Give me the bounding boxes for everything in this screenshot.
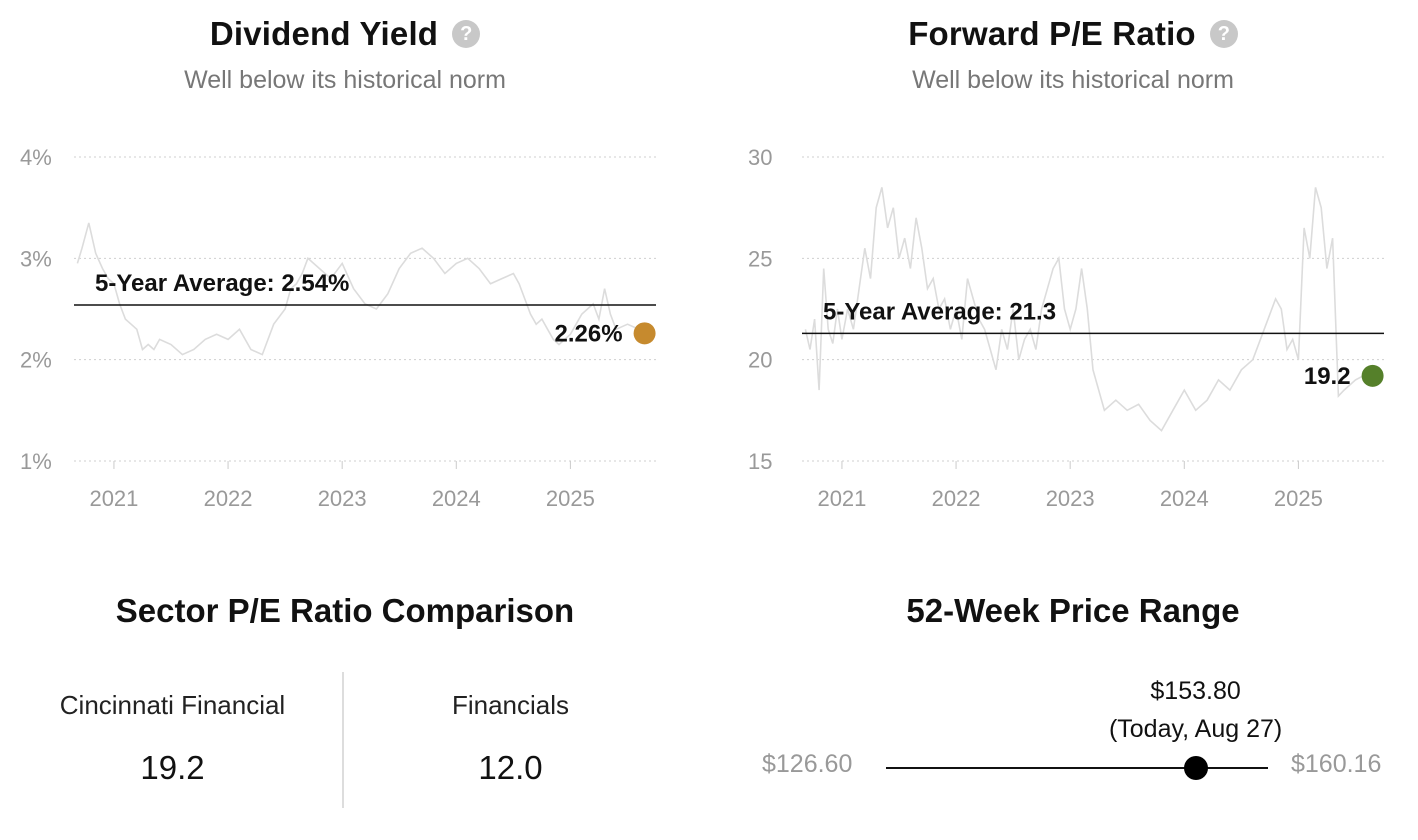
x-tick-label: 2022	[932, 486, 981, 511]
current-value-marker	[1361, 364, 1384, 387]
sector-divider	[342, 672, 344, 808]
x-tick-label: 2023	[1046, 486, 1095, 511]
series-line	[804, 187, 1373, 432]
sector-sector-name: Financials	[451, 690, 570, 720]
y-tick-label: 4%	[20, 145, 52, 170]
x-tick-label: 2024	[432, 486, 481, 511]
price-range-panel: 52-Week Price Range $153.80 (Today, Aug …	[728, 560, 1418, 840]
current-value-marker	[633, 322, 656, 345]
dividend-yield-panel: 4% 3% 2% 1% 2021 2022 2023 2024 2025 5-Year Avera…	[0, 0, 690, 540]
price-range-high: $160.16	[1291, 750, 1382, 778]
current-value-label: 19.2	[1304, 363, 1351, 390]
series-line	[76, 222, 646, 356]
y-tick-label: 3%	[20, 246, 52, 271]
forward-pe-chart: 30 25 20 15 2021 2022 2023 2024 2025 5-Year Avera…	[748, 145, 1384, 511]
forward-pe-subtitle: Well below its historical norm	[912, 66, 1234, 94]
sector-company-name: Cincinnati Financial	[59, 690, 286, 720]
x-tick-label: 2021	[817, 486, 866, 511]
average-label: 5-Year Average: 2.54%	[95, 270, 349, 297]
question-icon[interactable]: ?	[1209, 20, 1238, 48]
sector-sector-value: 12.0	[478, 749, 543, 786]
x-tick-label: 2021	[89, 486, 138, 511]
sector-column-sector: Financials 12.0	[338, 690, 683, 787]
question-icon[interactable]: ?	[452, 20, 481, 48]
price-range-low: $126.60	[762, 750, 853, 778]
dividend-yield-chart: 4% 3% 2% 1% 2021 2022 2023 2024 2025 5-Year Avera…	[20, 145, 656, 511]
x-tick-label: 2023	[318, 486, 367, 511]
price-range-track	[886, 767, 1268, 769]
y-tick-label: 20	[748, 348, 772, 373]
current-value-label: 2.26%	[555, 320, 623, 347]
price-range-title: 52-Week Price Range	[906, 592, 1240, 629]
price-range-current-value: $153.80	[1150, 677, 1241, 705]
price-range-current: $153.80 (Today, Aug 27)	[851, 672, 1418, 748]
average-label: 5-Year Average: 21.3	[823, 298, 1056, 325]
y-tick-label: 1%	[20, 449, 52, 474]
x-tick-label: 2025	[546, 486, 595, 511]
x-tick-label: 2024	[1160, 486, 1209, 511]
dividend-yield-subtitle: Well below its historical norm	[184, 66, 506, 94]
forward-pe-title: Forward P/E Ratio	[908, 15, 1196, 52]
y-tick-label: 30	[748, 145, 772, 170]
sector-comparison-title: Sector P/E Ratio Comparison	[115, 592, 575, 629]
x-tick-label: 2022	[204, 486, 253, 511]
y-tick-label: 2%	[20, 348, 52, 373]
forward-pe-title-row: Forward P/E Ratio ?	[728, 12, 1418, 56]
dividend-yield-title-row: Dividend Yield ?	[0, 12, 690, 56]
sector-column-company: Cincinnati Financial 19.2	[0, 690, 345, 787]
forward-pe-panel: 30 25 20 15 2021 2022 2023 2024 2025 5-Year Avera…	[728, 0, 1418, 540]
y-tick-label: 25	[748, 246, 772, 271]
price-range-marker	[1183, 756, 1208, 780]
x-tick-label: 2025	[1274, 486, 1323, 511]
y-tick-label: 15	[748, 449, 772, 474]
sector-comparison-panel: Sector P/E Ratio Comparison Cincinnati F…	[0, 560, 690, 840]
sector-company-value: 19.2	[140, 749, 205, 786]
dividend-yield-title: Dividend Yield	[209, 15, 439, 52]
price-range-current-note: (Today, Aug 27)	[1108, 715, 1283, 743]
